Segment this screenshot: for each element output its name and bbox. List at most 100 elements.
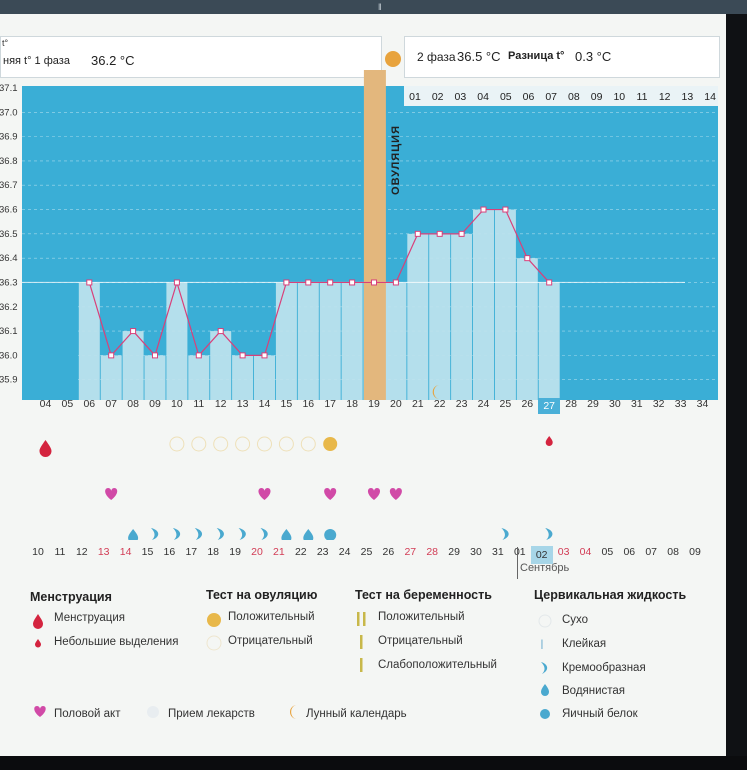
y-tick-label: 37.0 [0, 107, 18, 118]
calendar-date-label: 26 [382, 546, 395, 558]
temperature-point [480, 206, 487, 213]
cycle-day-label: 28 [565, 398, 577, 410]
temperature-point [371, 279, 377, 286]
calendar-date-label: 03 [557, 546, 570, 558]
phase2-day-label: 10 [613, 91, 625, 103]
cycle-day-label: 05 [61, 398, 74, 410]
temperature-bar [494, 209, 516, 400]
phase2-day-label: 12 [659, 91, 671, 103]
cycle-day-label: 15 [280, 398, 293, 410]
temperature-point [349, 279, 356, 286]
diff-value: 0.3 °C [575, 49, 612, 64]
negative-ovulation-test-icon [206, 635, 222, 651]
temperature-bar [78, 282, 100, 400]
bbt-chart-page: няя t° 1 фаза 36.2 °C 2 фаза 36.5 °C Раз… [0, 14, 726, 756]
moon-icon [432, 385, 440, 399]
calendar-date-label: 08 [667, 546, 679, 558]
intercourse-heart-icon [34, 706, 46, 717]
negative-ovulation-test-icon [278, 436, 294, 452]
watery-fluid-icon [303, 529, 314, 540]
menstruation-drop-icon [39, 440, 52, 457]
phase2-day-header-strip [404, 86, 718, 106]
temperature-bar [429, 233, 451, 400]
temperature-bar [385, 282, 407, 400]
creamy-fluid-icon [238, 528, 246, 540]
legend-fluid-eggwhite-item: Яичный белок [562, 708, 638, 720]
phase2-day-label: 06 [523, 91, 535, 103]
temperature-point [414, 230, 421, 237]
legend-ovulation-test-title: Тест на овуляцию [206, 588, 318, 602]
sticky-fluid-icon: I [540, 636, 544, 652]
y-tick-label: 36.5 [0, 229, 18, 240]
phase2-day-label: 09 [591, 91, 603, 103]
temperature-point [327, 279, 334, 286]
temperature-point [86, 279, 93, 286]
calendar-date-label: 17 [185, 546, 198, 558]
intercourse-heart-icon [105, 488, 118, 500]
diff-label: Разница t° [508, 50, 565, 62]
creamy-fluid-icon [260, 528, 268, 540]
temperature-bar [210, 331, 232, 400]
phase1-summary: няя t° 1 фаза 36.2 °C [0, 36, 382, 78]
calendar-date-label: 22 [294, 546, 307, 558]
temperature-point [173, 279, 180, 286]
window-edge [726, 14, 747, 756]
calendar-date-label: 04 [579, 546, 592, 558]
positive-ovulation-test-icon [207, 613, 221, 627]
cycle-day-label: 20 [390, 398, 402, 410]
temperature-point [283, 279, 290, 286]
positive-pregnancy-test-icon-bar2 [363, 612, 366, 626]
temperature-bar [144, 355, 166, 400]
cycle-day-label: 32 [652, 398, 665, 410]
temperature-point [217, 328, 224, 335]
temperature-point [436, 230, 443, 237]
cycle-day-label: 23 [455, 398, 468, 410]
legend-cervical-fluid-title: Цервикальная жидкость [534, 588, 687, 602]
legend-icons: I [33, 612, 552, 719]
watery-fluid-icon [541, 684, 549, 696]
intercourse-heart-icon [367, 488, 381, 500]
phase2-day-label: 03 [455, 91, 467, 103]
intercourse-heart-icon [258, 488, 271, 500]
cycle-day-label: 29 [587, 398, 599, 410]
taskbar [0, 756, 747, 770]
drag-handle-icon[interactable]: ‖ [378, 2, 382, 12]
phase2-label: 2 фаза [417, 50, 456, 64]
creamy-fluid-icon [172, 528, 181, 540]
cycle-day-label: 13 [236, 398, 249, 410]
calendar-date-label: 15 [141, 546, 154, 558]
calendar-date-label: 12 [75, 546, 88, 558]
ovulation-band [363, 70, 386, 400]
negative-pregnancy-test-icon [360, 635, 363, 649]
legend-pregnancy-positive-item: Положительный [378, 611, 465, 623]
cycle-day-label: 30 [609, 398, 621, 410]
negative-ovulation-test-icon [213, 436, 229, 452]
cycle-day-label: 08 [127, 398, 139, 410]
creamy-fluid-icon [194, 528, 203, 540]
phase1-label: няя t° 1 фаза [3, 55, 70, 67]
temperature-point [108, 352, 115, 359]
temperature-point [524, 255, 531, 262]
calendar-date-label: 07 [645, 546, 658, 558]
temperature-point [546, 279, 553, 286]
temperature-point [502, 206, 509, 213]
calendar-date-label: 25 [360, 546, 373, 558]
negative-ovulation-test-icon [300, 436, 316, 452]
event-rows [39, 436, 553, 540]
month-divider [517, 547, 518, 579]
calendar-date-label: 28 [426, 546, 439, 558]
cycle-day-label: 31 [630, 398, 643, 410]
temperature-bar [451, 233, 473, 400]
legend-menstruation-title: Менструация [30, 590, 112, 604]
temperature-chart[interactable]: ОВУЛЯЦИЯ 37.1 37.0 36.9 36.8 36.7 36.6 36.5 36.… [0, 70, 726, 400]
cycle-day-label: 06 [83, 398, 96, 410]
legend-medication-item: Прием лекарств [168, 708, 255, 720]
light-spotting-icon [545, 436, 553, 446]
calendar-date-label: 31 [492, 546, 504, 558]
weak-positive-pregnancy-test-icon [360, 658, 363, 672]
legend-fluid-watery-item: Водянистая [562, 685, 626, 697]
light-spotting-icon [35, 639, 41, 648]
legend-ovulation-negative-item: Отрицательный [228, 635, 313, 647]
cycle-day-label: 34 [696, 398, 709, 410]
month-label: Сентябрь [520, 562, 570, 574]
